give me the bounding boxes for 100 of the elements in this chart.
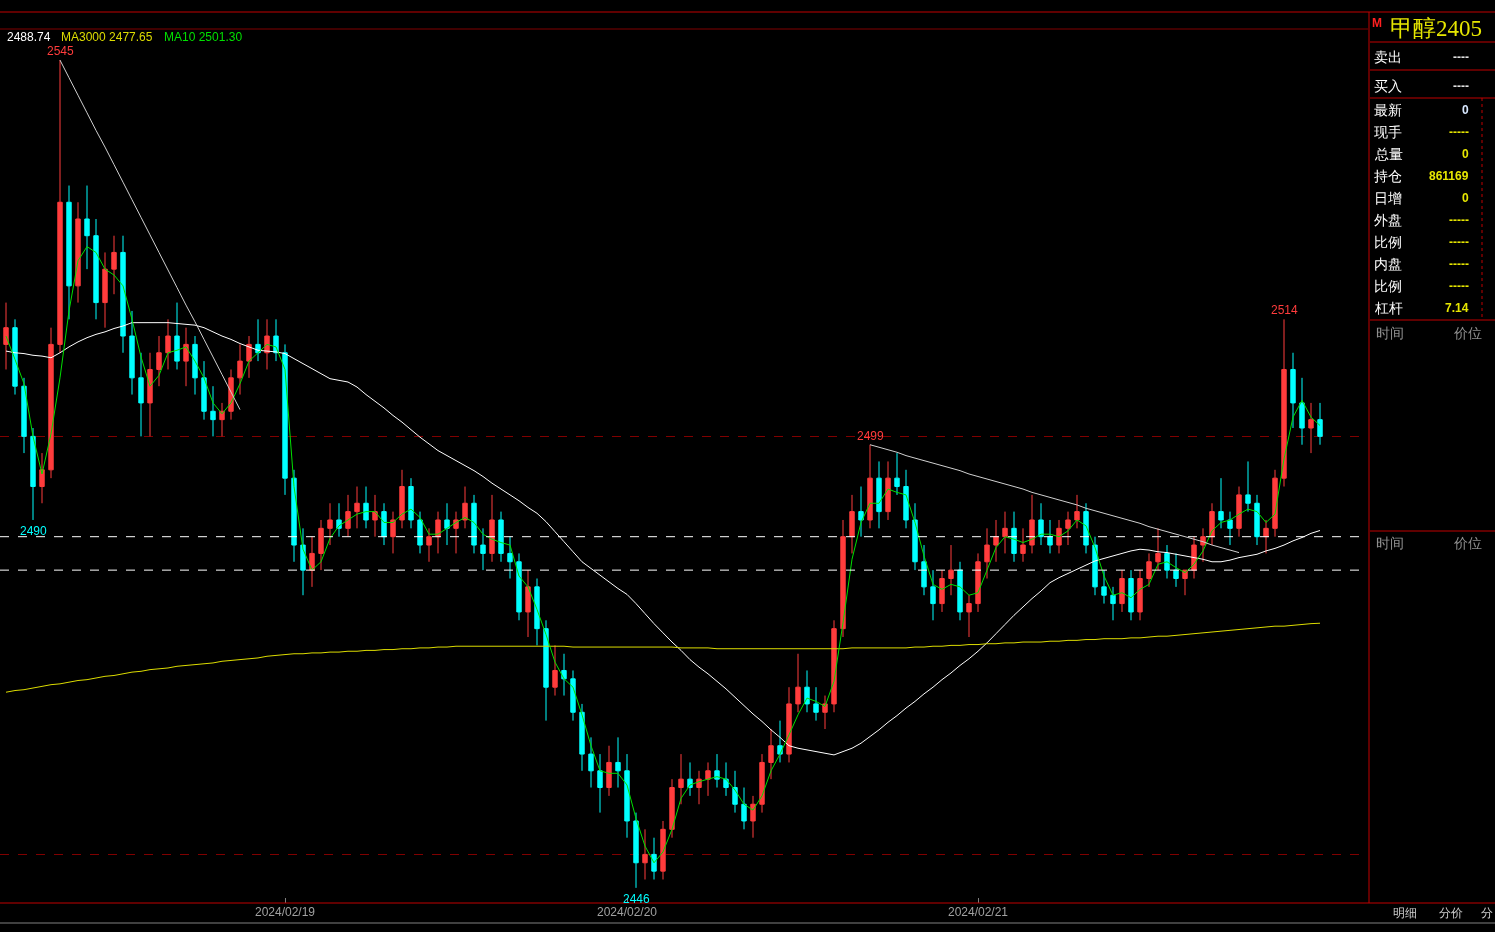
candlestick: [723, 761, 729, 797]
candlestick: [498, 511, 504, 563]
candlestick: [597, 753, 603, 814]
candlestick: [1290, 352, 1296, 429]
text: 内盘: [1374, 256, 1402, 272]
candlestick: [345, 494, 351, 538]
candlestick: [1245, 460, 1251, 513]
candlestick: [1227, 511, 1233, 546]
candlestick: [489, 494, 495, 563]
candlestick: [984, 527, 990, 579]
candlestick: [624, 753, 630, 839]
annotation: 2545: [47, 44, 75, 58]
text: 0: [1462, 191, 1469, 205]
candlestick: [1263, 519, 1269, 554]
candlestick: [1074, 494, 1080, 529]
candlestick: [912, 502, 918, 571]
candlestick: [129, 310, 135, 396]
candlestick: [1101, 569, 1107, 605]
text: -----: [1449, 279, 1469, 293]
candlestick: [3, 302, 9, 370]
candlestick: [840, 519, 846, 638]
text: 861169: [1429, 169, 1469, 183]
candlestick: [1065, 511, 1071, 546]
candlestick: [1173, 552, 1179, 588]
candlestick: [804, 669, 810, 713]
candlestick: [1200, 527, 1206, 563]
candlestick: [1047, 519, 1053, 554]
text: 价位: [1453, 535, 1482, 551]
candlestick: [309, 536, 315, 588]
candlestick: [516, 552, 522, 621]
candlestick: [1236, 486, 1242, 538]
candlestick: [669, 778, 675, 839]
candlestick: [480, 527, 486, 571]
candlestick: [759, 753, 765, 814]
candlestick: [1110, 586, 1116, 621]
candlestick: [12, 318, 18, 396]
text: 杠杆: [1374, 300, 1403, 316]
text: 外盘: [1374, 212, 1402, 228]
candlestick: [147, 352, 153, 437]
text: -----: [1449, 235, 1469, 249]
annotation: 2446: [623, 892, 651, 906]
candlestick: [183, 327, 189, 387]
candlestick: [282, 343, 288, 496]
candlestick: [858, 486, 864, 538]
candlestick: [633, 812, 639, 889]
candlestick: [165, 318, 171, 370]
candlestick: [615, 736, 621, 789]
candlestick: [894, 452, 900, 496]
annotation: 2514: [1271, 303, 1299, 317]
text: 价位: [1453, 325, 1482, 341]
candlestick: [741, 787, 747, 830]
candlestick: [570, 669, 576, 722]
candlestick: [1002, 511, 1008, 554]
text: 时间: [1376, 535, 1404, 551]
candlestick: [363, 486, 369, 529]
candlestick: [381, 502, 387, 546]
candlestick: [1299, 377, 1305, 446]
candlestick: [462, 486, 468, 529]
annotation: 2490: [20, 524, 48, 538]
candlestick: [1119, 569, 1125, 613]
candlestick: [1011, 511, 1017, 563]
candlestick: [930, 569, 936, 621]
text: 买入: [1374, 78, 1402, 94]
candlestick: [1164, 544, 1170, 579]
candlestick: [966, 594, 972, 638]
candlestick: [642, 828, 648, 880]
text: 0: [1462, 103, 1469, 117]
candlestick: [561, 653, 567, 697]
text: 分: [1481, 906, 1493, 920]
candlestick: [102, 251, 108, 329]
candlestick: [246, 335, 252, 379]
candlestick: [372, 494, 378, 538]
candlestick: [120, 235, 126, 354]
text: -----: [1449, 125, 1469, 139]
candlestick: [1083, 502, 1089, 554]
candlestick: [921, 544, 927, 596]
candlestick: [174, 302, 180, 370]
x-tick-label: 2024/02/21: [947, 905, 1009, 919]
candlestick: [705, 761, 711, 797]
candlestick: [453, 511, 459, 554]
candlestick: [588, 736, 594, 789]
text: 比例: [1374, 278, 1402, 294]
candlestick: [606, 745, 612, 797]
candlestick: [1020, 527, 1026, 563]
candlestick: [426, 527, 432, 563]
candlestick: [579, 703, 585, 772]
text: 现手: [1374, 124, 1402, 140]
text: 持仓: [1374, 168, 1402, 184]
text: 明细: [1393, 906, 1417, 920]
candlestick: [939, 569, 945, 613]
candlestick: [75, 201, 81, 304]
candlestick: [300, 527, 306, 596]
candlestick: [48, 327, 54, 479]
candlestick: [957, 561, 963, 621]
candlestick: [750, 795, 756, 839]
candlestick: [93, 218, 99, 320]
text: 日增: [1374, 190, 1402, 206]
candlestick: [660, 820, 666, 880]
candlestick: [1254, 494, 1260, 546]
candlestick: [786, 686, 792, 763]
